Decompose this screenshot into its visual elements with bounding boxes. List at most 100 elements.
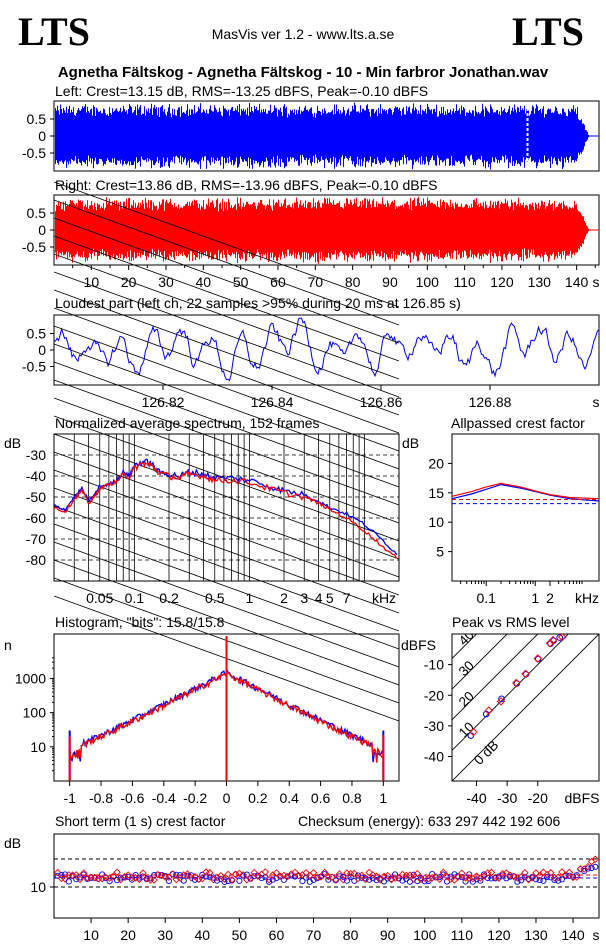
spectrum-slope-line <box>53 181 400 308</box>
allpass-ytick-label: 15 <box>428 485 444 501</box>
spectrum-slope-line <box>53 199 400 326</box>
histogram-title: Histogram, "bits": 15.8/15.8 <box>55 614 225 630</box>
time-tick-label: 10 <box>84 274 100 290</box>
short-crest-point-left <box>191 876 198 883</box>
short-crest-point-left <box>540 877 547 884</box>
short-crest-point-left <box>473 876 480 883</box>
short-crest-point-right <box>139 869 147 877</box>
time-tick-label: 80 <box>345 274 361 290</box>
short-crest-point-left <box>288 872 295 879</box>
short-crest-xtick-label: 130 <box>524 927 548 943</box>
short-crest-point-left <box>347 874 354 881</box>
spectrum-unit-label: kHz <box>372 590 396 606</box>
short-crest-point-left <box>173 871 180 878</box>
short-crest-point-left <box>177 872 184 879</box>
crest-line-label: 0 dB <box>471 738 501 768</box>
short-crest-point-right <box>565 868 574 877</box>
crest-line-label: 30 <box>456 658 477 679</box>
allpass-xtick-label: 1 <box>531 590 539 606</box>
short-crest-point-right <box>261 868 270 876</box>
spectrum-xtick-label: 0.2 <box>159 590 179 606</box>
allpass-ytick-label: 5 <box>436 544 444 560</box>
histogram-xtick-label: 1 <box>379 790 387 806</box>
short-crest-point-right <box>109 872 118 881</box>
peak-rms-ytick-label: -10 <box>424 657 444 673</box>
spectrum-series-right <box>54 461 398 559</box>
spectrum-ytick-label: -40 <box>26 468 46 484</box>
loudest-xtick-label: 126.88 <box>469 394 512 410</box>
short-crest-xtick-label: 110 <box>451 927 474 943</box>
allpass-series-right <box>451 482 600 500</box>
logo-left: LTS <box>18 9 90 54</box>
spectrum-xtick-label: 4 <box>315 590 323 606</box>
short-crest-point-right <box>413 869 422 878</box>
short-crest-point-right <box>113 868 121 876</box>
short-crest-point-right <box>521 868 529 877</box>
spectrum-slope-line <box>53 217 400 344</box>
short-crest-point-left <box>214 877 221 884</box>
peak-rms-xtick-label: -40 <box>466 790 486 806</box>
short-crest-point-left <box>199 871 206 878</box>
histogram-ytick-label: 100 <box>23 705 47 721</box>
short-crest-point-right <box>369 871 377 879</box>
spectrum-ytick-label: -70 <box>26 531 46 547</box>
time-tick-label: 90 <box>382 274 398 290</box>
time-tick-label: 120 <box>490 274 514 290</box>
spectrum-title: Normalized average spectrum, 152 frames <box>55 415 320 431</box>
histogram-xtick-label: -1 <box>63 790 76 806</box>
histogram-xtick-label: 0.8 <box>342 790 362 806</box>
spectrum-series-left <box>54 458 398 556</box>
spectrum-xtick-label: 2 <box>280 590 288 606</box>
peak-rms-point-right <box>533 654 542 663</box>
peak-rms-point-right <box>496 697 506 706</box>
spectrum-slope-line <box>53 289 400 416</box>
allpass-ytick-label: 20 <box>428 455 444 471</box>
allpass-title: Allpassed crest factor <box>451 415 585 431</box>
short-crest-point-left <box>536 877 543 884</box>
checksum: Checksum (energy): 633 297 442 192 606 <box>298 813 560 829</box>
peak-rms-ytick-label: -20 <box>424 687 444 703</box>
short-crest-point-left <box>458 874 465 881</box>
histogram-ytick-label: 10 <box>30 739 46 755</box>
spectrum-slope-line <box>53 523 400 650</box>
peak-rms-point-right <box>548 635 558 645</box>
short-crest-point-left <box>462 878 469 885</box>
short-crest-xtick-label: 60 <box>269 927 285 943</box>
spectrum-slope-line <box>53 307 400 434</box>
time-tick-label: 110 <box>453 274 476 290</box>
short-crest-point-left <box>573 872 580 879</box>
peak-rms-point-right <box>469 727 478 737</box>
short-crest-ytick-label: 10 <box>30 879 46 895</box>
peak-rms-unit-label: dBFS <box>564 790 599 806</box>
short-crest-point-right <box>439 868 448 876</box>
short-crest-point-right <box>458 869 466 878</box>
spectrum-xtick-label: 5 <box>326 590 334 606</box>
peak-rms-point-right <box>484 706 493 715</box>
short-crest-point-left <box>136 874 143 881</box>
short-crest-point-left <box>269 876 276 883</box>
right-wave-ytick-label: -0.5 <box>22 239 46 255</box>
short-crest-point-left <box>551 876 558 884</box>
short-crest-unit-label: s <box>593 927 600 943</box>
short-crest-point-left <box>555 877 562 884</box>
peak-rms-point-right <box>521 669 530 679</box>
short-crest-point-left <box>392 871 399 878</box>
short-crest-title: Short term (1 s) crest factor <box>55 813 226 829</box>
time-tick-label: 130 <box>528 274 552 290</box>
time-unit-label: s <box>593 274 600 290</box>
short-crest-point-right <box>320 868 329 877</box>
spectrum-slope-line <box>53 253 400 380</box>
histogram-xtick-label: 0.2 <box>248 790 268 806</box>
histogram-xtick-label: -0.2 <box>183 790 207 806</box>
short-crest-xtick-label: 140 <box>561 927 585 943</box>
short-crest-point-left <box>251 873 258 880</box>
histogram-xtick-label: 0 <box>223 790 231 806</box>
short-crest-point-left <box>429 871 436 878</box>
left-wave-ytick-label: 0.5 <box>27 111 47 127</box>
histogram-xtick-label: -0.6 <box>120 790 144 806</box>
short-crest-point-right <box>79 869 88 877</box>
short-crest-point-right <box>172 875 181 884</box>
spectrum-slope-line <box>53 397 400 524</box>
short-crest-point-left <box>366 876 373 883</box>
right-wave-ytick-label: 0.5 <box>27 205 47 221</box>
